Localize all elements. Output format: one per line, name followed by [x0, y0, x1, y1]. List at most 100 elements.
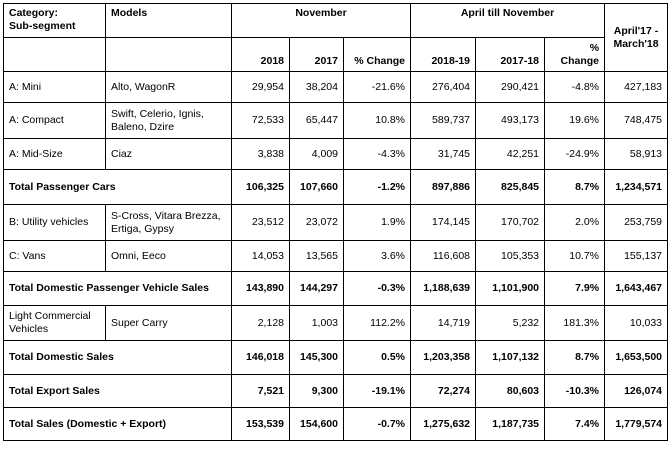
- row-apr-2018-19: 1,188,639: [410, 271, 477, 306]
- row-apr-2017-18: 42,251: [475, 138, 546, 170]
- header-april-till-november: April till November: [410, 3, 606, 38]
- header-subsegment: Sub-segment: [9, 20, 76, 32]
- row-category: Total Domestic Sales: [3, 340, 232, 375]
- header-fy-2018-19: 2018-19: [410, 37, 477, 72]
- row-apr-change: 10.7%: [544, 240, 606, 272]
- sales-table: Category: Sub-segment Models November Apr…: [3, 3, 669, 441]
- row-apr-2017-18: 105,353: [475, 240, 546, 272]
- row-nov-2018: 143,890: [231, 271, 290, 306]
- row-apr-change: 19.6%: [544, 102, 606, 139]
- row-fy: 126,074: [604, 374, 669, 408]
- row-nov-2018: 14,053: [231, 240, 290, 272]
- header-pct-change-2: % Change: [544, 37, 606, 72]
- row-apr-2017-18: 80,603: [475, 374, 546, 408]
- row-nov-2017: 1,003: [289, 305, 344, 341]
- header-pct-change: % Change: [342, 37, 412, 72]
- row-models: Super Carry: [105, 305, 232, 341]
- header-ytd: April'17 - March'18: [604, 3, 669, 72]
- row-nov-2017: 154,600: [289, 407, 344, 441]
- row-nov-2017: 13,565: [289, 240, 344, 272]
- row-models: Swift, Celerio, Ignis, Baleno, Dzire: [105, 102, 232, 139]
- row-fy: 58,913: [604, 138, 669, 170]
- row-apr-2018-19: 276,404: [410, 71, 477, 103]
- row-nov-2018: 23,512: [231, 204, 290, 241]
- row-nov-2018: 7,521: [231, 374, 290, 408]
- row-apr-2018-19: 14,719: [410, 305, 477, 341]
- row-apr-change: 7.4%: [544, 407, 606, 441]
- header-models-blank: [105, 37, 232, 72]
- row-nov-2017: 145,300: [289, 340, 344, 375]
- row-fy: 253,759: [604, 204, 669, 241]
- row-apr-change: 2.0%: [544, 204, 606, 241]
- table-row: A: Compact Swift, Celerio, Ignis, Baleno…: [3, 102, 669, 139]
- row-models: Ciaz: [105, 138, 232, 170]
- row-apr-2018-19: 1,203,358: [410, 340, 477, 375]
- header-november: November: [230, 3, 412, 38]
- row-fy: 748,475: [604, 102, 669, 139]
- row-nov-2017: 38,204: [289, 71, 344, 103]
- row-nov-2018: 2,128: [231, 305, 290, 341]
- row-nov-change: -1.2%: [342, 169, 412, 205]
- row-category: C: Vans: [3, 240, 106, 272]
- header-year-2017: 2017: [289, 37, 344, 72]
- row-category: A: Compact: [3, 102, 106, 139]
- row-category: Total Export Sales: [3, 374, 232, 408]
- row-apr-change: -10.3%: [544, 374, 606, 408]
- row-apr-change: 8.7%: [544, 169, 606, 205]
- row-nov-change: -19.1%: [342, 374, 412, 408]
- row-apr-2018-19: 1,275,632: [410, 407, 477, 441]
- row-nov-change: -0.7%: [342, 407, 412, 441]
- row-nov-2018: 106,325: [231, 169, 290, 205]
- row-apr-2017-18: 1,187,735: [475, 407, 546, 441]
- row-apr-2018-19: 72,274: [410, 374, 477, 408]
- total-row: Total Passenger Cars 106,325 107,660 -1.…: [3, 169, 669, 205]
- row-apr-2018-19: 116,608: [410, 240, 477, 272]
- row-apr-change: 8.7%: [544, 340, 606, 375]
- row-nov-2017: 4,009: [289, 138, 344, 170]
- row-apr-2018-19: 174,145: [410, 204, 477, 241]
- table-row: C: Vans Omni, Eeco 14,053 13,565 3.6% 11…: [3, 240, 669, 272]
- row-nov-2017: 9,300: [289, 374, 344, 408]
- row-apr-2018-19: 589,737: [410, 102, 477, 139]
- row-apr-2017-18: 5,232: [475, 305, 546, 341]
- row-models: Alto, WagonR: [105, 71, 232, 103]
- row-models: Omni, Eeco: [105, 240, 232, 272]
- row-apr-change: 181.3%: [544, 305, 606, 341]
- row-nov-2018: 153,539: [231, 407, 290, 441]
- header-category-blank: [3, 37, 106, 72]
- row-apr-change: -24.9%: [544, 138, 606, 170]
- row-nov-2018: 72,533: [231, 102, 290, 139]
- row-apr-2017-18: 290,421: [475, 71, 546, 103]
- row-nov-change: 112.2%: [342, 305, 412, 341]
- row-apr-change: 7.9%: [544, 271, 606, 306]
- table-row: B: Utility vehicles S-Cross, Vitara Brez…: [3, 204, 669, 241]
- total-row: Total Export Sales 7,521 9,300 -19.1% 72…: [3, 374, 669, 408]
- sales-table-container: Category: Sub-segment Models November Apr…: [3, 3, 669, 441]
- row-nov-2017: 23,072: [289, 204, 344, 241]
- row-fy: 1,653,500: [604, 340, 669, 375]
- row-fy: 1,779,574: [604, 407, 669, 441]
- row-nov-2018: 29,954: [231, 71, 290, 103]
- header-year-2018: 2018: [231, 37, 290, 72]
- row-fy: 427,183: [604, 71, 669, 103]
- header-row-1: Category: Sub-segment Models November Apr…: [3, 3, 669, 72]
- total-row: Total Sales (Domestic + Export) 153,539 …: [3, 407, 669, 441]
- row-nov-change: 3.6%: [342, 240, 412, 272]
- row-nov-change: 0.5%: [342, 340, 412, 375]
- row-category: A: Mini: [3, 71, 106, 103]
- row-apr-2018-19: 31,745: [410, 138, 477, 170]
- row-fy: 10,033: [604, 305, 669, 341]
- row-category: Light Commercial Vehicles: [3, 305, 106, 341]
- row-apr-2018-19: 897,886: [410, 169, 477, 205]
- row-category: A: Mid-Size: [3, 138, 106, 170]
- header-category: Category:: [9, 7, 59, 19]
- row-category: Total Domestic Passenger Vehicle Sales: [3, 271, 232, 306]
- header-row-2: 2018 2017 % Change 2018-19 2017-18 % Cha…: [3, 37, 668, 72]
- row-category: Total Sales (Domestic + Export): [3, 407, 232, 441]
- header-models: Models: [105, 3, 232, 38]
- row-category: Total Passenger Cars: [3, 169, 232, 205]
- row-nov-change: -0.3%: [342, 271, 412, 306]
- row-fy: 1,643,467: [604, 271, 669, 306]
- row-apr-2017-18: 825,845: [475, 169, 546, 205]
- row-fy: 155,137: [604, 240, 669, 272]
